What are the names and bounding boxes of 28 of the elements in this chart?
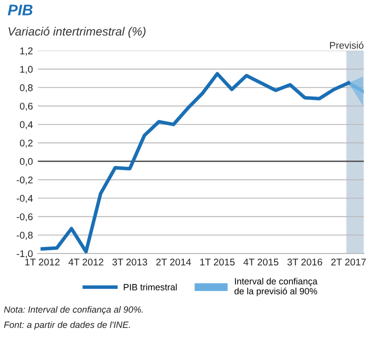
- x-tick-label: 1T 2012: [25, 258, 60, 266]
- x-tick-label: 2T 2017: [331, 258, 366, 266]
- y-tick-label: -0,8: [16, 232, 33, 240]
- y-tick-label: 0,0: [20, 158, 33, 166]
- y-tick-label: 0,8: [20, 84, 33, 92]
- y-tick-label: 1,0: [20, 66, 33, 74]
- chart-title: PIB: [8, 4, 32, 16]
- y-tick-label: -1,0: [16, 250, 33, 258]
- text: Previsió: [330, 42, 364, 49]
- y-tick-label: -0,6: [16, 213, 33, 222]
- chart-subtitle: Variació intertrimestral (%): [8, 26, 146, 38]
- y-tick-label: 0,4: [20, 121, 33, 130]
- x-tick-label: 1T 2015: [200, 258, 235, 266]
- y-tick-label: 0,2: [20, 140, 33, 148]
- x-tick-label: 4T 2015: [244, 258, 278, 266]
- line-series: [40, 72, 350, 254]
- x-tick-label: 2T 2014: [156, 258, 191, 266]
- x-tick-label: 3T 2016: [287, 258, 322, 266]
- y-tick-label: 1,2: [20, 47, 33, 56]
- y-tick-label: -0,2: [16, 176, 33, 185]
- x-tick-label: 4T 2012: [68, 258, 104, 266]
- y-tick-label: -0,4: [16, 194, 33, 203]
- y-tick-label: 0,6: [20, 102, 33, 111]
- x-tick-label: 3T 2013: [112, 258, 148, 266]
- legend-label: Interval de confiança de la previsió al 90%: [234, 278, 318, 296]
- text: Font: a partir de dades de l'INE.: [4, 321, 130, 330]
- legend-label: PIB trimestral: [124, 284, 177, 290]
- text: Nota: Interval de confiança al 90%.: [4, 306, 143, 315]
